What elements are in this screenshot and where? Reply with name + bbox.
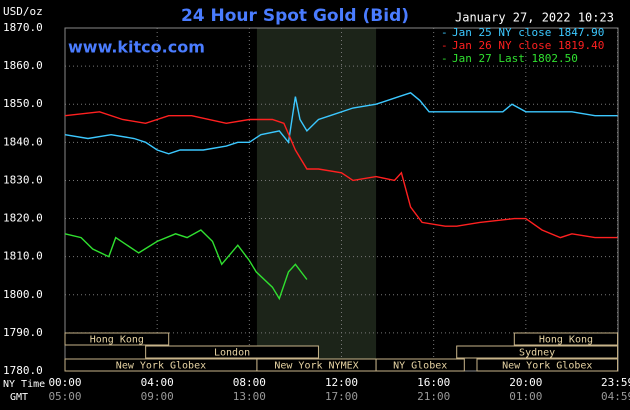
session-label: New York Globex: [502, 361, 592, 372]
session-bar: [375, 358, 465, 372]
session-label: London: [214, 348, 250, 359]
session-bar: [64, 332, 170, 346]
legend-label: Jan 26 NY close 1819.40: [452, 39, 604, 52]
session-bar: [513, 332, 619, 346]
x-tick-label: 16:00: [417, 376, 450, 389]
timestamp: January 27, 2022 10:23: [455, 11, 614, 25]
y-tick-label: 1850.0: [3, 97, 43, 110]
session-label: New York NYMEX: [274, 361, 358, 372]
x-tick-label: 23:59: [601, 376, 630, 389]
series-line: [64, 111, 618, 239]
session-label: Sydney: [519, 348, 555, 359]
session-bar: [476, 358, 619, 372]
watermark: www.kitco.com: [68, 38, 205, 57]
y-tick-label: 1830.0: [3, 173, 43, 186]
legend-marker: -: [441, 26, 448, 39]
x2-tick-label: 13:00: [233, 390, 266, 403]
x2-tick-label: 17:00: [325, 390, 358, 403]
series-line: [64, 92, 618, 155]
y-unit: USD/oz: [3, 5, 43, 18]
x-tick-label: 12:00: [325, 376, 358, 389]
y-tick-label: 1780.0: [3, 364, 43, 377]
y-tick-label: 1810.0: [3, 250, 43, 263]
y-tick-label: 1800.0: [3, 288, 43, 301]
shaded-session: [256, 28, 377, 371]
x-tick-label: 20:00: [509, 376, 542, 389]
y-tick-label: 1840.0: [3, 135, 43, 148]
x2-tick-label: 21:00: [417, 390, 450, 403]
legend-label: Jan 27 Last 1802.50: [452, 52, 578, 65]
series-line: [64, 229, 308, 301]
x-tick-label: 00:00: [48, 376, 81, 389]
x2-axis-label: GMT: [10, 392, 28, 403]
y-tick-label: 1790.0: [3, 326, 43, 339]
session-label: Hong Kong: [90, 335, 144, 346]
x2-tick-label: 09:00: [141, 390, 174, 403]
session-label: NY Globex: [393, 361, 447, 372]
session-bar: [456, 345, 619, 359]
y-tick-label: 1860.0: [3, 59, 43, 72]
session-label: New York Globex: [116, 361, 206, 372]
legend-marker: -: [441, 39, 448, 52]
x2-tick-label: 05:00: [48, 390, 81, 403]
x-axis-label: NY Time: [3, 379, 45, 390]
x-tick-label: 04:00: [141, 376, 174, 389]
y-tick-label: 1870.0: [3, 21, 43, 34]
x2-tick-label: 01:00: [509, 390, 542, 403]
session-bar: [145, 345, 319, 359]
x-tick-label: 08:00: [233, 376, 266, 389]
y-tick-label: 1820.0: [3, 212, 43, 225]
chart-title: 24 Hour Spot Gold (Bid): [181, 6, 409, 26]
x2-tick-label: 04:59: [601, 390, 630, 403]
legend-label: Jan 25 NY close 1847.90: [452, 26, 604, 39]
session-label: Hong Kong: [539, 335, 593, 346]
legend-marker: -: [441, 52, 448, 65]
